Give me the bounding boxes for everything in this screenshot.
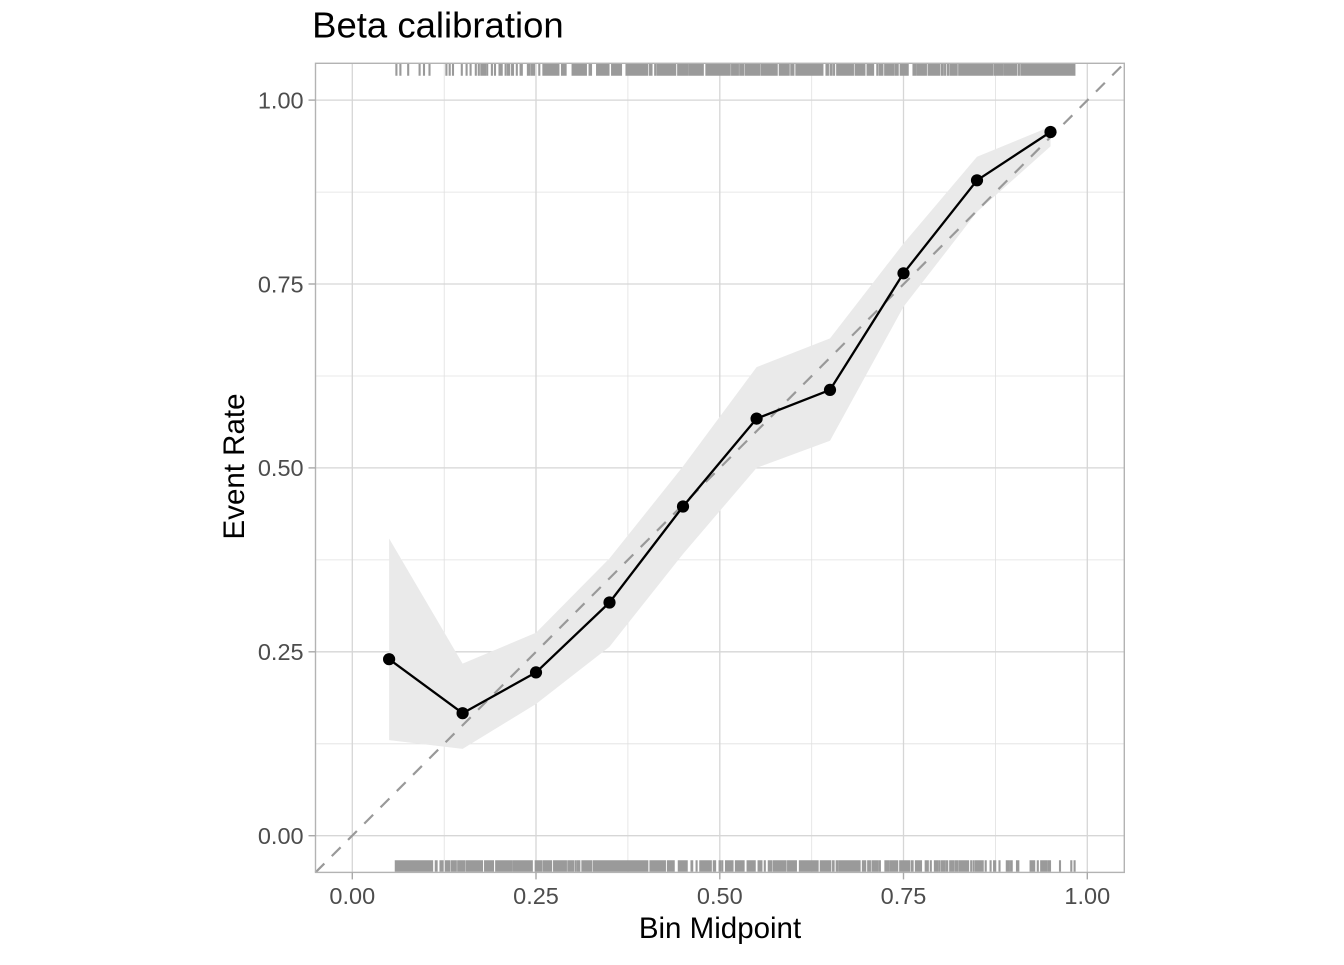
svg-text:0.75: 0.75 — [881, 883, 927, 909]
svg-text:0.50: 0.50 — [697, 883, 743, 909]
svg-text:1.00: 1.00 — [1064, 883, 1110, 909]
svg-text:0.00: 0.00 — [258, 823, 304, 849]
svg-text:Bin Midpoint: Bin Midpoint — [639, 912, 801, 945]
svg-text:0.25: 0.25 — [513, 883, 559, 909]
svg-text:0.25: 0.25 — [258, 639, 304, 665]
svg-text:Beta calibration: Beta calibration — [312, 5, 564, 46]
svg-text:0.75: 0.75 — [258, 271, 304, 297]
svg-text:1.00: 1.00 — [258, 87, 304, 113]
svg-text:0.00: 0.00 — [329, 883, 375, 909]
svg-text:Event Rate: Event Rate — [218, 394, 251, 540]
svg-text:0.50: 0.50 — [258, 455, 304, 481]
